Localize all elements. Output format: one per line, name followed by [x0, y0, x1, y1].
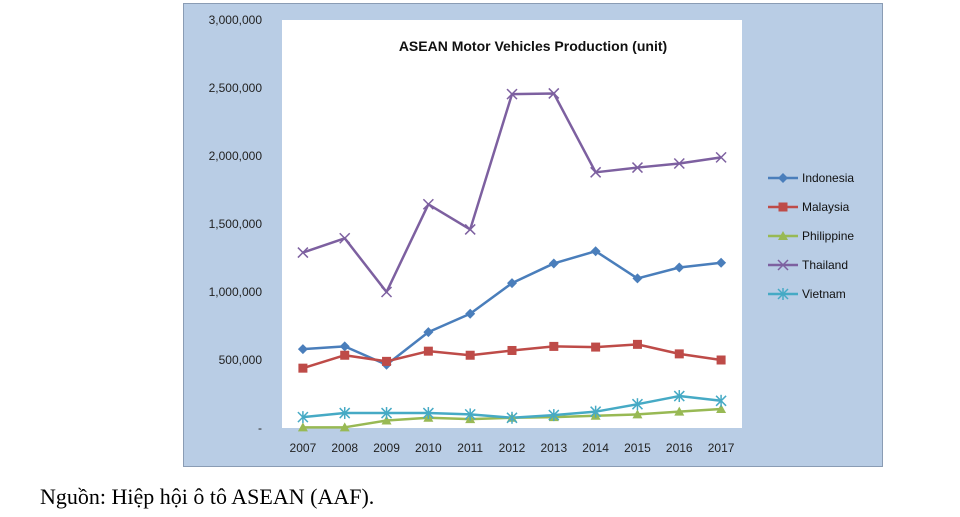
y-tick-label: - — [258, 421, 262, 435]
y-tick-label: 2,000,000 — [209, 149, 263, 163]
data-point-vietnam — [548, 409, 560, 422]
data-point-philippine — [632, 409, 643, 419]
data-point-indonesia — [339, 341, 350, 352]
legend-marker-malaysia — [778, 202, 788, 212]
data-point-thailand — [506, 88, 518, 100]
data-point-vietnam — [381, 407, 393, 420]
data-point-malaysia — [507, 345, 517, 355]
data-point-indonesia — [465, 308, 476, 319]
x-tick-label: 2007 — [290, 441, 317, 455]
legend-label-thailand: Thailand — [802, 258, 848, 272]
data-point-indonesia — [423, 327, 434, 338]
data-point-malaysia — [591, 342, 601, 352]
data-point-thailand — [381, 286, 393, 298]
data-point-thailand — [673, 157, 685, 170]
data-point-philippine — [381, 415, 392, 425]
data-point-indonesia — [632, 273, 643, 284]
data-point-vietnam — [464, 408, 476, 421]
data-point-malaysia — [423, 346, 433, 356]
data-point-thailand — [464, 223, 476, 235]
data-point-thailand — [715, 151, 727, 163]
data-point-vietnam — [422, 407, 434, 420]
data-point-thailand — [548, 87, 560, 99]
y-tick-label: 500,000 — [219, 353, 263, 367]
data-point-malaysia — [340, 350, 350, 360]
legend-item-vietnam: Vietnam — [768, 287, 846, 301]
data-point-thailand — [339, 232, 351, 244]
data-point-philippine — [297, 422, 308, 432]
chart-title: ASEAN Motor Vehicles Production (unit) — [399, 38, 667, 54]
x-tick-label: 2016 — [666, 441, 693, 455]
legend-label-philippine: Philippine — [802, 229, 854, 243]
data-point-thailand — [631, 162, 643, 174]
data-point-vietnam — [590, 405, 602, 418]
data-point-indonesia — [674, 262, 685, 273]
legend-marker-thailand — [777, 259, 789, 271]
data-point-thailand — [297, 247, 309, 259]
legend-item-thailand: Thailand — [768, 258, 848, 272]
x-tick-label: 2011 — [457, 441, 483, 455]
legend-item-philippine: Philippine — [768, 229, 854, 243]
data-point-malaysia — [298, 363, 308, 373]
x-tick-label: 2010 — [415, 441, 442, 455]
legend-label-vietnam: Vietnam — [802, 287, 846, 301]
x-tick-label: 2008 — [331, 441, 358, 455]
x-tick-label: 2017 — [708, 441, 735, 455]
source-caption: Nguồn: Hiệp hội ô tô ASEAN (AAF). — [40, 484, 375, 509]
data-point-malaysia — [382, 356, 392, 366]
data-point-philippine — [674, 406, 685, 416]
y-tick-label: 3,000,000 — [209, 13, 263, 27]
legend-label-malaysia: Malaysia — [802, 200, 850, 214]
data-point-malaysia — [716, 355, 726, 365]
data-point-vietnam — [297, 411, 309, 424]
data-point-indonesia — [548, 258, 559, 269]
y-tick-label: 1,000,000 — [209, 285, 263, 299]
x-tick-label: 2014 — [582, 441, 609, 455]
data-point-philippine — [716, 403, 727, 413]
data-point-vietnam — [673, 390, 685, 403]
x-tick-label: 2015 — [624, 441, 651, 455]
data-point-indonesia — [297, 344, 308, 355]
x-tick-label: 2009 — [373, 441, 400, 455]
data-point-philippine — [339, 422, 350, 432]
y-tick-label: 1,500,000 — [209, 217, 263, 231]
data-point-vietnam — [506, 411, 518, 424]
data-point-thailand — [422, 198, 434, 210]
data-point-malaysia — [632, 339, 642, 349]
data-point-malaysia — [549, 341, 559, 351]
data-point-indonesia — [590, 246, 601, 257]
legend-marker-indonesia — [778, 173, 788, 183]
data-point-vietnam — [715, 394, 727, 407]
data-point-vietnam — [631, 398, 643, 411]
data-point-malaysia — [465, 350, 475, 360]
data-point-thailand — [590, 166, 602, 178]
plot-area — [282, 20, 742, 428]
x-tick-label: 2013 — [540, 441, 567, 455]
data-point-indonesia — [507, 278, 517, 289]
y-tick-label: 2,500,000 — [209, 81, 263, 95]
data-point-indonesia — [716, 257, 727, 268]
legend-item-malaysia: Malaysia — [768, 200, 850, 214]
legend-label-indonesia: Indonesia — [802, 171, 854, 185]
data-point-malaysia — [674, 349, 684, 359]
x-tick-label: 2012 — [499, 441, 526, 455]
legend-marker-philippine — [778, 231, 788, 240]
legend-marker-vietnam — [777, 288, 789, 300]
data-point-vietnam — [339, 407, 351, 420]
legend-item-indonesia: Indonesia — [768, 171, 854, 185]
